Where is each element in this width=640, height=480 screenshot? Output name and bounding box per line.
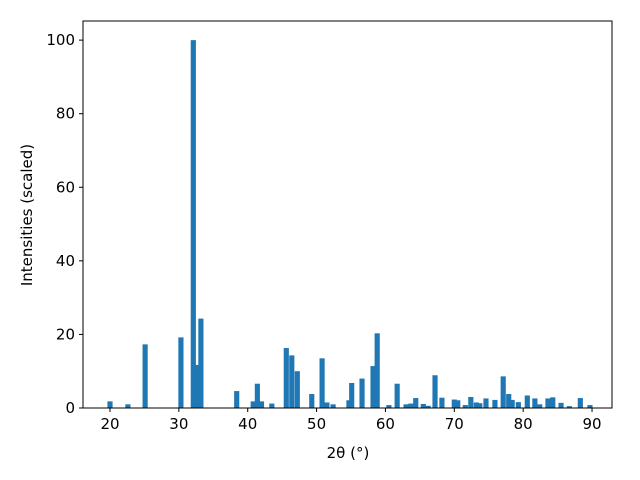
bar: [509, 399, 515, 408]
bar: [524, 395, 530, 408]
bar: [394, 383, 400, 408]
y-tick-label: 80: [56, 105, 75, 123]
bar: [413, 398, 419, 408]
bar: [178, 337, 184, 408]
bar: [194, 364, 200, 408]
x-tick-label: 90: [582, 415, 601, 433]
bar: [319, 358, 325, 408]
x-tick-label: 30: [169, 415, 188, 433]
bar: [346, 400, 352, 408]
bar: [403, 404, 409, 408]
bar: [451, 399, 457, 408]
bar: [349, 382, 355, 408]
x-axis-label: 2θ (°): [327, 444, 370, 462]
bar: [425, 405, 431, 408]
bar: [309, 394, 315, 408]
bar: [408, 403, 414, 408]
x-tick-label: 40: [238, 415, 257, 433]
x-tick-label: 50: [307, 415, 326, 433]
bar: [234, 391, 240, 408]
bar: [142, 344, 148, 408]
x-tick-label: 80: [514, 415, 533, 433]
bar: [462, 405, 468, 408]
bar: [432, 375, 438, 408]
bar: [283, 348, 289, 408]
bar: [107, 401, 113, 408]
bar: [330, 404, 336, 408]
bar: [324, 402, 330, 408]
bar: [455, 400, 461, 408]
bar: [577, 398, 583, 408]
bar: [500, 376, 506, 408]
y-tick-label: 40: [56, 252, 75, 270]
y-tick-label: 20: [56, 325, 75, 343]
bar: [477, 403, 483, 408]
bar: [250, 401, 256, 408]
bar: [537, 404, 543, 408]
y-tick-label: 0: [65, 399, 75, 417]
bar: [289, 355, 295, 408]
bar: [566, 406, 572, 408]
bar: [374, 333, 380, 408]
bar: [558, 402, 564, 408]
x-tick-label: 60: [376, 415, 395, 433]
bar: [386, 405, 392, 408]
bar: [359, 378, 365, 408]
bar: [439, 397, 445, 408]
bar: [587, 405, 593, 408]
plot-frame: [82, 20, 613, 409]
bar: [269, 403, 275, 408]
bar: [190, 40, 196, 409]
y-tick-label: 60: [56, 178, 75, 196]
bar: [492, 399, 498, 408]
x-tick-label: 20: [100, 415, 119, 433]
bar: [370, 366, 376, 408]
bar: [515, 402, 521, 408]
bar: [506, 394, 512, 408]
bar: [532, 398, 538, 408]
bar: [550, 397, 556, 408]
x-tick-label: 70: [445, 415, 464, 433]
bar: [483, 398, 489, 408]
bar: [254, 383, 260, 408]
bar: [468, 396, 474, 408]
bar: [258, 401, 265, 408]
y-tick-label: 100: [46, 31, 75, 49]
bar: [198, 318, 204, 408]
y-axis-label: Intensities (scaled): [18, 144, 36, 286]
bar: [125, 404, 131, 408]
bar: [420, 403, 426, 408]
bar: [294, 371, 300, 408]
bar: [473, 402, 479, 408]
bar: [545, 398, 551, 408]
